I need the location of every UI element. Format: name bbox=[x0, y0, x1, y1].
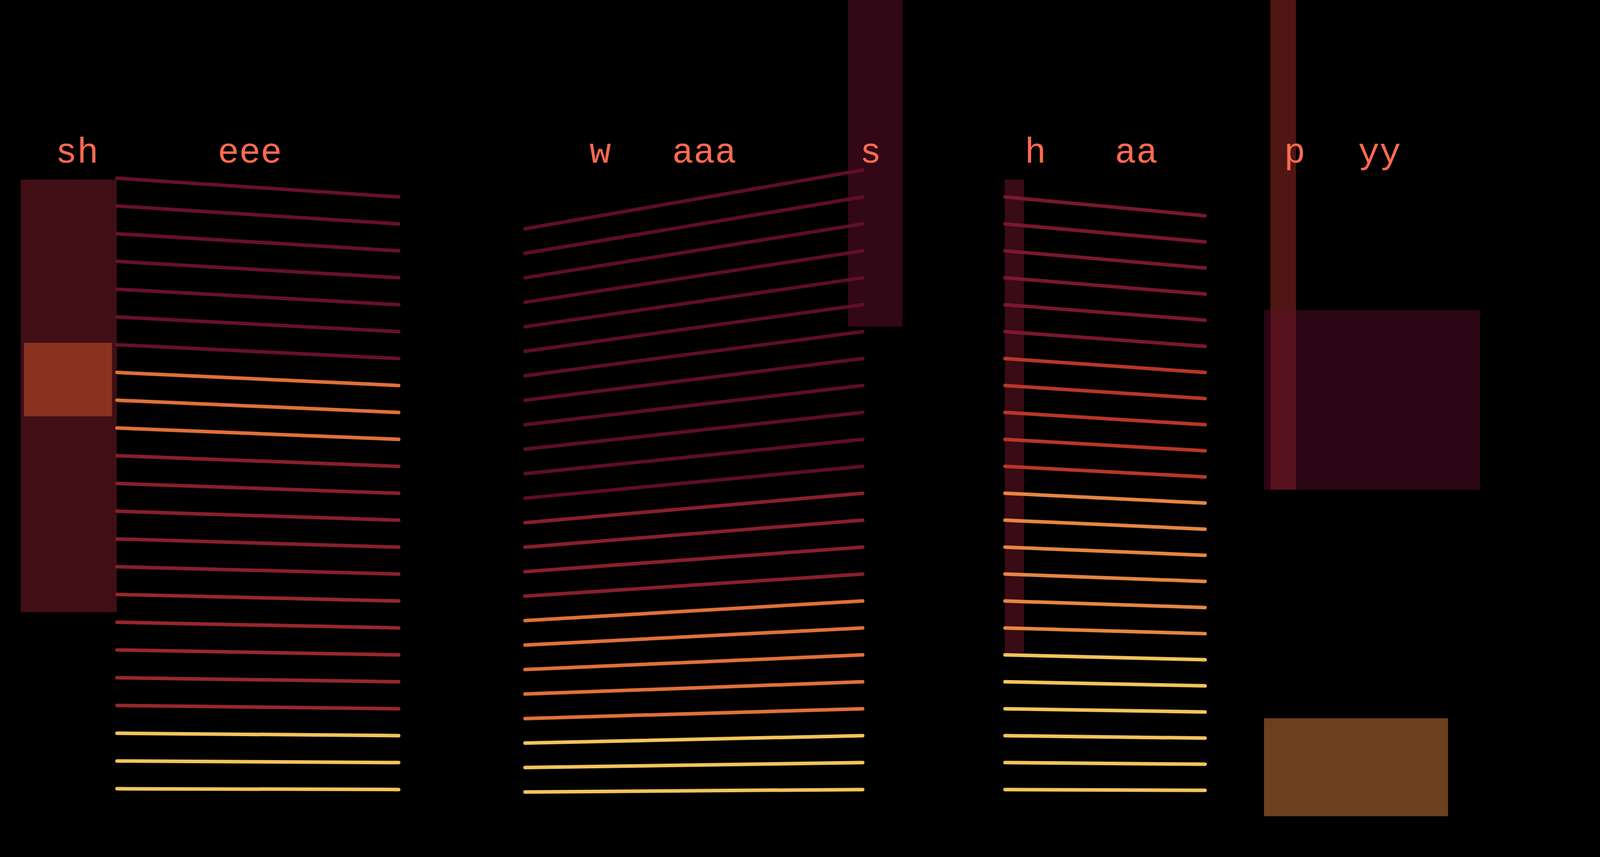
svg-text:w: w bbox=[589, 133, 611, 174]
svg-text:sh: sh bbox=[55, 133, 99, 174]
svg-text:s: s bbox=[860, 133, 882, 174]
svg-text:yy: yy bbox=[1357, 133, 1401, 174]
svg-text:p: p bbox=[1283, 133, 1306, 174]
svg-text:aaa: aaa bbox=[672, 133, 737, 174]
svg-text:aa: aa bbox=[1114, 133, 1158, 174]
svg-text:h: h bbox=[1024, 133, 1047, 174]
svg-text:eee: eee bbox=[217, 133, 282, 174]
